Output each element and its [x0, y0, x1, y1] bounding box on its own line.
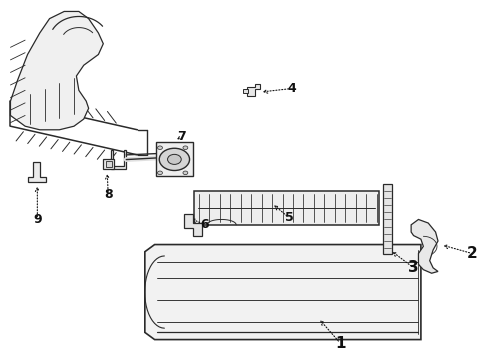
Text: 3: 3: [408, 260, 419, 275]
Polygon shape: [194, 191, 379, 225]
Polygon shape: [145, 244, 421, 339]
Text: 9: 9: [33, 213, 42, 226]
Circle shape: [158, 171, 162, 175]
Text: 5: 5: [285, 211, 294, 224]
Polygon shape: [111, 149, 126, 169]
Text: 6: 6: [200, 218, 209, 231]
FancyBboxPatch shape: [243, 89, 248, 93]
Text: 2: 2: [467, 246, 478, 261]
Polygon shape: [156, 142, 193, 176]
Circle shape: [168, 154, 181, 165]
Circle shape: [159, 148, 190, 171]
Polygon shape: [383, 184, 392, 253]
Circle shape: [158, 146, 162, 149]
FancyBboxPatch shape: [103, 159, 114, 169]
Circle shape: [183, 146, 188, 149]
Text: 4: 4: [287, 82, 296, 95]
Polygon shape: [27, 162, 46, 182]
Polygon shape: [10, 12, 103, 130]
Circle shape: [183, 171, 188, 175]
Text: 8: 8: [104, 188, 113, 201]
Polygon shape: [247, 84, 260, 96]
Text: 1: 1: [335, 336, 345, 351]
Polygon shape: [184, 214, 202, 235]
Polygon shape: [411, 220, 438, 273]
FancyBboxPatch shape: [106, 161, 112, 167]
Text: 7: 7: [177, 130, 186, 144]
